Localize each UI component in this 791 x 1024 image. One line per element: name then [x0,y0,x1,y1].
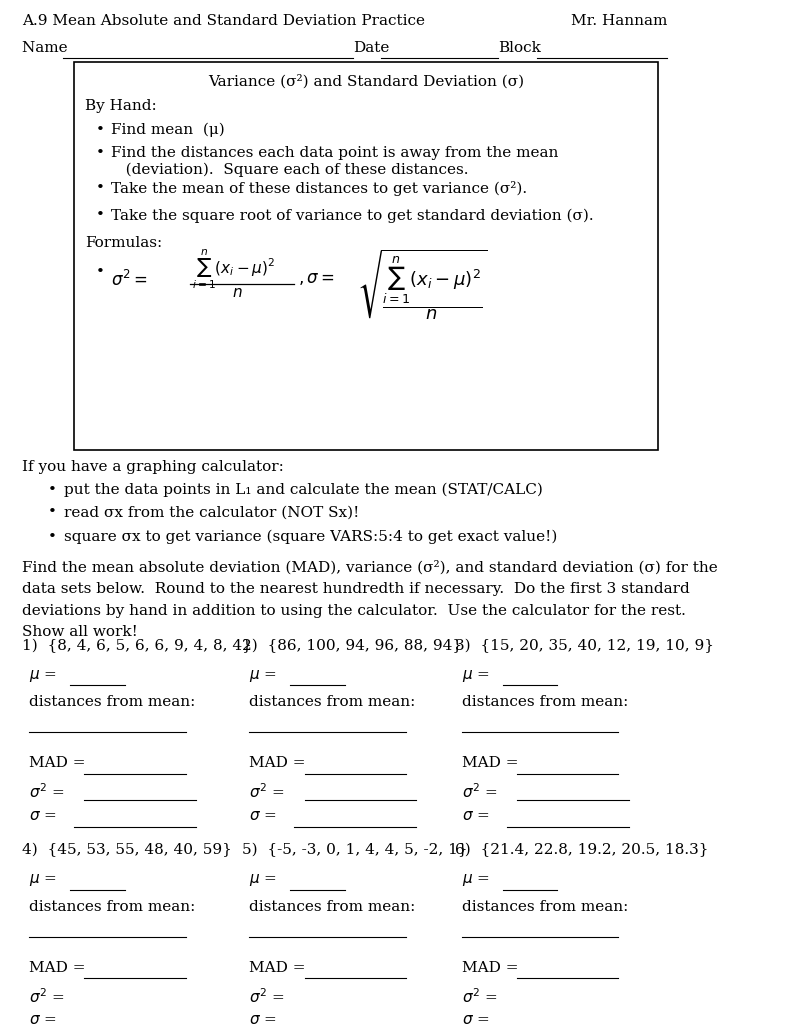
Text: MAD =: MAD = [462,757,523,770]
Text: read σx from the calculator (NOT Sx)!: read σx from the calculator (NOT Sx)! [63,505,359,519]
Text: $\sigma$ =: $\sigma$ = [249,809,278,823]
Text: $\mu$ =: $\mu$ = [28,668,59,684]
Text: $\sigma$ =: $\sigma$ = [28,1014,58,1024]
Text: •: • [96,146,104,160]
Text: put the data points in L₁ and calculate the mean (STAT/CALC): put the data points in L₁ and calculate … [63,483,543,498]
Text: square σx to get variance (square VARS:5:4 to get exact value!): square σx to get variance (square VARS:5… [63,529,557,544]
Text: data sets below.  Round to the nearest hundredth if necessary.  Do the first 3 s: data sets below. Round to the nearest hu… [22,583,690,596]
Text: $\mu$ =: $\mu$ = [249,872,278,888]
Text: Block: Block [498,41,541,55]
Text: If you have a graphing calculator:: If you have a graphing calculator: [22,460,284,473]
Text: 6)  {21.4, 22.8, 19.2, 20.5, 18.3}: 6) {21.4, 22.8, 19.2, 20.5, 18.3} [455,843,708,857]
Text: Name: Name [22,41,72,55]
Text: Take the mean of these distances to get variance (σ²).: Take the mean of these distances to get … [112,181,528,196]
Text: MAD =: MAD = [249,961,310,975]
Text: •: • [48,529,57,544]
Text: $\mu$ =: $\mu$ = [462,668,491,684]
Text: $\sigma^2$ =: $\sigma^2$ = [28,782,66,802]
Text: By Hand:: By Hand: [85,99,157,114]
Text: MAD =: MAD = [249,757,310,770]
Text: 4)  {45, 53, 55, 48, 40, 59}: 4) {45, 53, 55, 48, 40, 59} [22,843,232,857]
Text: distances from mean:: distances from mean: [462,899,628,913]
Text: 3)  {15, 20, 35, 40, 12, 19, 10, 9}: 3) {15, 20, 35, 40, 12, 19, 10, 9} [455,639,713,653]
Text: $\sigma^2$ =: $\sigma^2$ = [28,987,66,1006]
Text: $\sigma$ =: $\sigma$ = [249,1014,278,1024]
Text: •: • [48,505,57,519]
Text: Formulas:: Formulas: [85,236,163,250]
Text: Mr. Hannam: Mr. Hannam [571,13,667,28]
Text: Variance (σ²) and Standard Deviation (σ): Variance (σ²) and Standard Deviation (σ) [208,74,524,88]
Text: $\sqrt{\dfrac{\sum_{i=1}^{n}(x_i - \mu)^2}{n}}$: $\sqrt{\dfrac{\sum_{i=1}^{n}(x_i - \mu)^… [357,247,487,322]
Text: distances from mean:: distances from mean: [462,695,628,709]
Text: Find mean  (μ): Find mean (μ) [112,123,225,137]
Text: distances from mean:: distances from mean: [28,899,195,913]
Text: Take the square root of variance to get standard deviation (σ).: Take the square root of variance to get … [112,208,594,223]
Text: •: • [96,181,104,196]
Text: deviations by hand in addition to using the calculator.  Use the calculator for : deviations by hand in addition to using … [22,603,686,617]
Text: $\sigma$ =: $\sigma$ = [462,1014,491,1024]
Text: $\sigma$ =: $\sigma$ = [462,809,491,823]
Text: Show all work!: Show all work! [22,625,138,639]
Text: $, \sigma = $: $, \sigma = $ [298,269,335,287]
Text: distances from mean:: distances from mean: [249,899,415,913]
Text: Find the mean absolute deviation (MAD), variance (σ²), and standard deviation (σ: Find the mean absolute deviation (MAD), … [22,561,717,575]
Text: 1)  {8, 4, 6, 5, 6, 6, 9, 4, 8, 4}: 1) {8, 4, 6, 5, 6, 6, 9, 4, 8, 4} [22,639,252,653]
Text: •: • [96,265,104,279]
Text: Date: Date [353,41,389,55]
Text: MAD =: MAD = [462,961,523,975]
Text: $\sigma^2$ =: $\sigma^2$ = [462,987,499,1006]
Text: distances from mean:: distances from mean: [28,695,195,709]
FancyBboxPatch shape [74,62,657,450]
Text: $\sigma$ =: $\sigma$ = [28,809,58,823]
Text: $n$: $n$ [232,287,242,300]
Text: $\sigma^2$ =: $\sigma^2$ = [462,782,499,802]
Text: 5)  {-5, -3, 0, 1, 4, 4, 5, -2, 1}: 5) {-5, -3, 0, 1, 4, 4, 5, -2, 1} [242,843,467,857]
Text: Find the distances each data point is away from the mean
   (deviation).  Square: Find the distances each data point is aw… [112,146,559,177]
Text: $\sigma^2$ =: $\sigma^2$ = [249,987,286,1006]
Text: $\sigma^2 = $: $\sigma^2 = $ [112,269,148,290]
Text: •: • [96,208,104,222]
Text: $\mu$ =: $\mu$ = [249,668,278,684]
Text: A.9 Mean Absolute and Standard Deviation Practice: A.9 Mean Absolute and Standard Deviation… [22,13,425,28]
Text: $\mu$ =: $\mu$ = [28,872,59,888]
Text: $\sigma^2$ =: $\sigma^2$ = [249,782,286,802]
Text: •: • [96,123,104,136]
Text: •: • [48,483,57,497]
Text: MAD =: MAD = [28,961,90,975]
Text: 2)  {86, 100, 94, 96, 88, 94}: 2) {86, 100, 94, 96, 88, 94} [242,639,462,653]
Text: MAD =: MAD = [28,757,90,770]
Text: $\mu$ =: $\mu$ = [462,872,491,888]
Text: distances from mean:: distances from mean: [249,695,415,709]
Text: $\sum_{i=1}^{n}(x_i - \mu)^2$: $\sum_{i=1}^{n}(x_i - \mu)^2$ [191,247,275,291]
